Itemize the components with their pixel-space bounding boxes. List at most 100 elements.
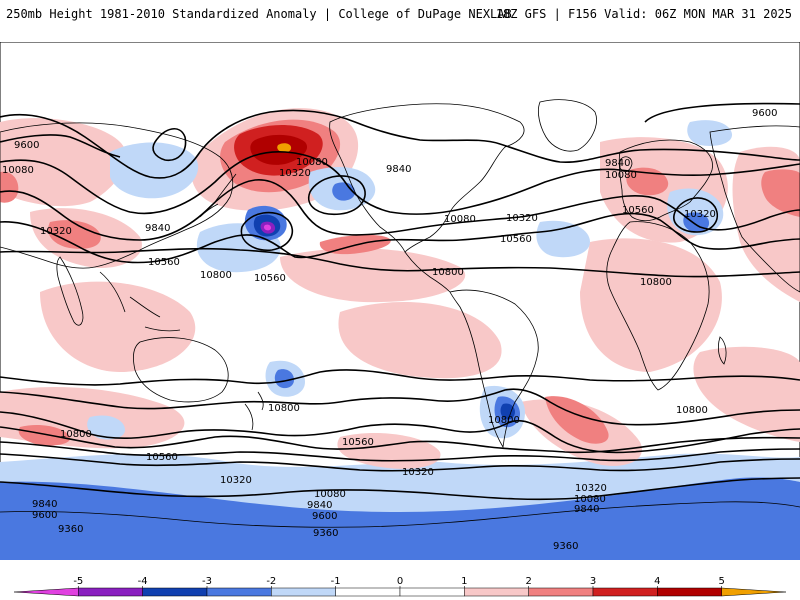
coastlines — [0, 99, 800, 528]
contour-10080-south — [0, 426, 800, 454]
contour-labels: 9600 9600 10080 10080 10320 9840 9840 10… — [2, 108, 777, 552]
contour-9360-south — [0, 477, 800, 501]
contour-pacific-low-ring — [240, 211, 294, 252]
anomaly-map: 9600 9600 10080 10080 10320 9840 9840 10… — [0, 42, 800, 560]
colorbar-tick-label: 5 — [718, 576, 724, 587]
contour-label: 10560 — [254, 273, 286, 284]
contour-label: 10560 — [500, 234, 532, 245]
colorbar-segment — [206, 587, 272, 597]
contour-10560-north — [0, 212, 800, 264]
contour-label: 10800 — [60, 429, 92, 440]
anomaly-neg2-antarctic — [0, 477, 800, 560]
anomaly-neg1-north-atlantic — [687, 120, 733, 146]
coast-south-america — [449, 289, 539, 449]
contour-label: 10800 — [432, 267, 464, 278]
colorbar-tick-label: 2 — [525, 576, 531, 587]
contour-label: 9360 — [58, 524, 83, 535]
anomaly-pos2-south-west — [18, 425, 71, 446]
colorbar-segment — [335, 587, 401, 597]
coast-australia — [133, 337, 229, 403]
anomaly-neg1-atlantic — [536, 220, 590, 258]
contour-label: 10320 — [40, 226, 72, 237]
contour-label: 9840 — [386, 164, 411, 175]
contour-label: 9600 — [14, 140, 39, 151]
coast-central-america — [404, 251, 451, 293]
contour-label: 9840 — [307, 500, 332, 511]
colorbar-segment — [78, 587, 143, 597]
contour-9600-south — [0, 453, 800, 472]
contour-10800-south — [0, 369, 800, 386]
colorbar-segment — [592, 587, 658, 597]
anomaly-neg1-southwest — [87, 415, 125, 440]
colorbar-segment — [142, 587, 208, 597]
contour-10080-north — [0, 151, 800, 215]
colorbar-segment — [13, 587, 79, 597]
contour-10320-north — [0, 179, 800, 241]
contour-label: 10080 — [2, 165, 34, 176]
anomaly-pos1-indian — [40, 281, 196, 372]
height-contours — [0, 102, 800, 501]
contour-label: 9840 — [32, 499, 57, 510]
contour-label: 10080 — [296, 157, 328, 168]
model-valid-time: 18Z GFS | F156 Valid: 06Z MON MAR 31 202… — [495, 7, 792, 21]
contour-label: 9360 — [553, 541, 578, 552]
map-title: 250mb Height 1981-2010 Standardized Anom… — [6, 7, 512, 21]
coast-greenland — [538, 99, 597, 152]
contour-northamerica-loop — [307, 175, 366, 216]
contour-10560-south — [0, 388, 800, 426]
coast-southeast-asia — [99, 271, 181, 332]
contour-label: 9600 — [752, 108, 777, 119]
anomaly-pos2-eastasia-west — [0, 171, 19, 203]
contour-10800-north — [0, 247, 800, 278]
colorbar-tick-label: -4 — [138, 576, 148, 587]
colorbar-segment — [657, 587, 722, 597]
anomaly-neg2-south-pacific — [274, 369, 294, 389]
anomaly-neg3-chile — [500, 403, 515, 420]
contour-label: 9600 — [32, 510, 57, 521]
contour-label: 10320 — [506, 213, 538, 224]
contour-label: 10080 — [314, 489, 346, 500]
contour-label: 10800 — [200, 270, 232, 281]
contour-label: 10560 — [148, 257, 180, 268]
contour-label: 10800 — [268, 403, 300, 414]
contour-label: 10080 — [574, 494, 606, 505]
anomaly-pos5-alaska — [277, 143, 292, 153]
colorbar-tick-label: 1 — [461, 576, 467, 587]
contour-label: 10320 — [402, 467, 434, 478]
colorbar-segments — [13, 587, 787, 597]
contour-label: 10560 — [342, 437, 374, 448]
colorbar-segment — [271, 587, 336, 597]
contour-label: 10320 — [575, 483, 607, 494]
colorbar-tick-label: 3 — [590, 576, 596, 587]
contour-9840-north — [0, 109, 800, 179]
anomaly-pos1-northpacific — [0, 118, 127, 207]
contour-label: 9360 — [313, 528, 338, 539]
contour-label: 10320 — [279, 168, 311, 179]
colorbar-tick-label: 0 — [397, 576, 403, 587]
contour-label: 9840 — [145, 223, 170, 234]
contour-label: 10320 — [684, 209, 716, 220]
colorbar-segment — [528, 587, 594, 597]
anomaly-pos2-europe — [626, 167, 669, 196]
colorbar-tick-label: -2 — [266, 576, 276, 587]
coast-asia — [0, 122, 800, 293]
contour-label: 9600 — [312, 511, 337, 522]
colorbar-ticks: -5 -4 -3 -2 -1 0 1 2 3 4 5 — [73, 576, 725, 588]
contour-9600-north — [0, 102, 800, 158]
colorbar: -5 -4 -3 -2 -1 0 1 2 3 4 5 — [13, 576, 787, 597]
anomaly-pos1-south-indian — [693, 346, 800, 442]
contour-label: 10080 — [605, 170, 637, 181]
anomaly-pos2-eastasia — [761, 169, 800, 217]
colorbar-tick-label: -5 — [73, 576, 83, 587]
colorbar-segment — [399, 587, 465, 597]
contour-siberia-loop — [152, 128, 187, 162]
coast-africa — [606, 221, 710, 391]
contour-label: 9840 — [605, 158, 630, 169]
anomaly-neg1-siberia — [110, 142, 199, 199]
contour-label: 10560 — [146, 452, 178, 463]
anomaly-pos1-south-pacific — [338, 302, 502, 379]
contour-label: 10800 — [676, 405, 708, 416]
coast-north-america — [329, 103, 525, 253]
coast-madagascar — [717, 336, 727, 365]
contour-label: 10560 — [622, 205, 654, 216]
